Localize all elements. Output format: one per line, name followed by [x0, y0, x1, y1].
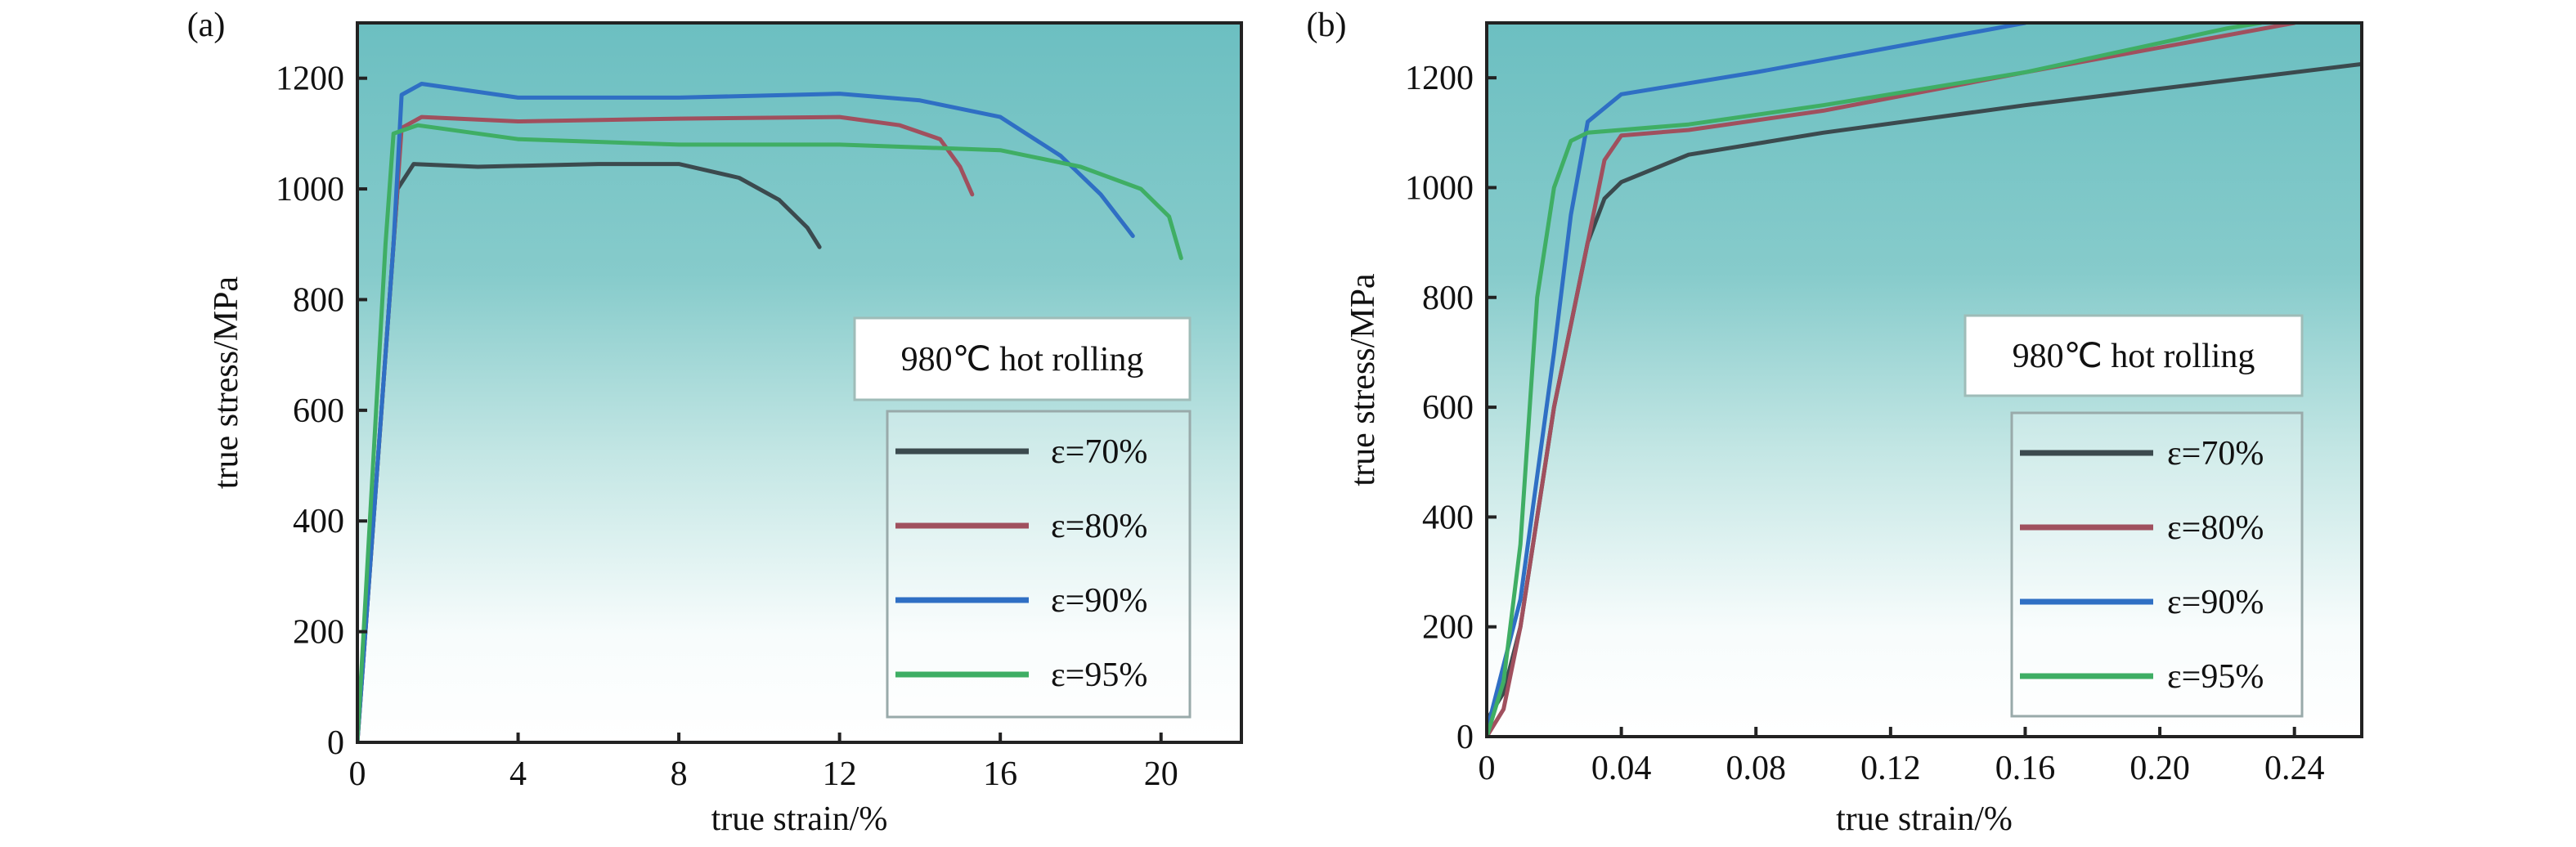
- y-tick-label: 400: [1422, 499, 1474, 536]
- legend-title: 980℃ hot rolling: [901, 341, 1144, 379]
- x-tick-label: 12: [823, 755, 857, 793]
- x-tick-label: 0: [1479, 750, 1496, 787]
- legend-entry: ε=70%: [1051, 433, 1147, 471]
- legend-entry: ε=90%: [2167, 584, 2264, 621]
- x-tick-label: 0.24: [2264, 750, 2325, 787]
- legend-box: [886, 410, 1192, 719]
- x-axis-label: true strain/%: [711, 800, 888, 838]
- legend-box: [2010, 411, 2304, 718]
- y-tick-label: 1200: [1405, 60, 1474, 97]
- y-tick-label: 0: [327, 724, 344, 762]
- x-tick-label: 0.04: [1591, 750, 1652, 787]
- plot-frame: [356, 21, 1243, 744]
- series-line-80: [1487, 23, 2297, 737]
- y-tick-label: 200: [1422, 609, 1474, 647]
- legend-entry: ε=95%: [1051, 657, 1147, 694]
- x-tick-label: 0.16: [1995, 750, 2056, 787]
- x-tick-label: 20: [1144, 755, 1178, 793]
- y-axis-label: true stress/MPa: [208, 276, 245, 490]
- x-tick-label: 0.20: [2129, 750, 2190, 787]
- legend-entry: ε=70%: [2167, 435, 2264, 473]
- x-tick-label: 16: [983, 755, 1017, 793]
- x-tick-label: 0: [349, 755, 366, 793]
- plot-frame: [1485, 21, 2363, 738]
- series-line-95: [357, 123, 1183, 742]
- y-tick-label: 1200: [276, 60, 344, 98]
- x-tick-label: 8: [671, 755, 688, 793]
- legend-entry: ε=95%: [2167, 658, 2264, 696]
- x-tick-label: 0.08: [1726, 750, 1786, 787]
- y-axis-label: true stress/MPa: [1344, 273, 1382, 486]
- y-tick-label: 400: [293, 503, 344, 540]
- y-tick-label: 200: [293, 614, 344, 652]
- y-tick-label: 1000: [1405, 169, 1474, 207]
- legend-entry: ε=90%: [1051, 582, 1147, 620]
- y-tick-label: 600: [293, 392, 344, 430]
- x-axis-label: true strain/%: [1836, 800, 2013, 838]
- x-tick-label: 4: [509, 755, 527, 793]
- y-tick-label: 800: [1422, 280, 1474, 317]
- series-line-90: [1487, 23, 2027, 733]
- y-tick-label: 600: [1422, 389, 1474, 427]
- panel-label: (a): [187, 7, 226, 44]
- x-tick-label: 0.12: [1860, 750, 1921, 787]
- y-tick-label: 1000: [276, 171, 344, 208]
- legend-title: 980℃ hot rolling: [2013, 338, 2255, 375]
- chart-panel-b: 0 0.04 0.08 0.12 0.16 0.20 0.24 0 200 400 600 800 10…: [1307, 7, 2363, 838]
- legend-title-box: [1963, 314, 2304, 397]
- legend-entry: ε=80%: [2167, 509, 2264, 547]
- legend-title-box: [853, 316, 1192, 401]
- legend-entry: ε=80%: [1051, 508, 1147, 545]
- series-line-95: [1487, 23, 2263, 737]
- y-tick-label: 0: [1456, 719, 1474, 756]
- y-tick-label: 800: [293, 281, 344, 319]
- panel-label: (b): [1307, 7, 1347, 44]
